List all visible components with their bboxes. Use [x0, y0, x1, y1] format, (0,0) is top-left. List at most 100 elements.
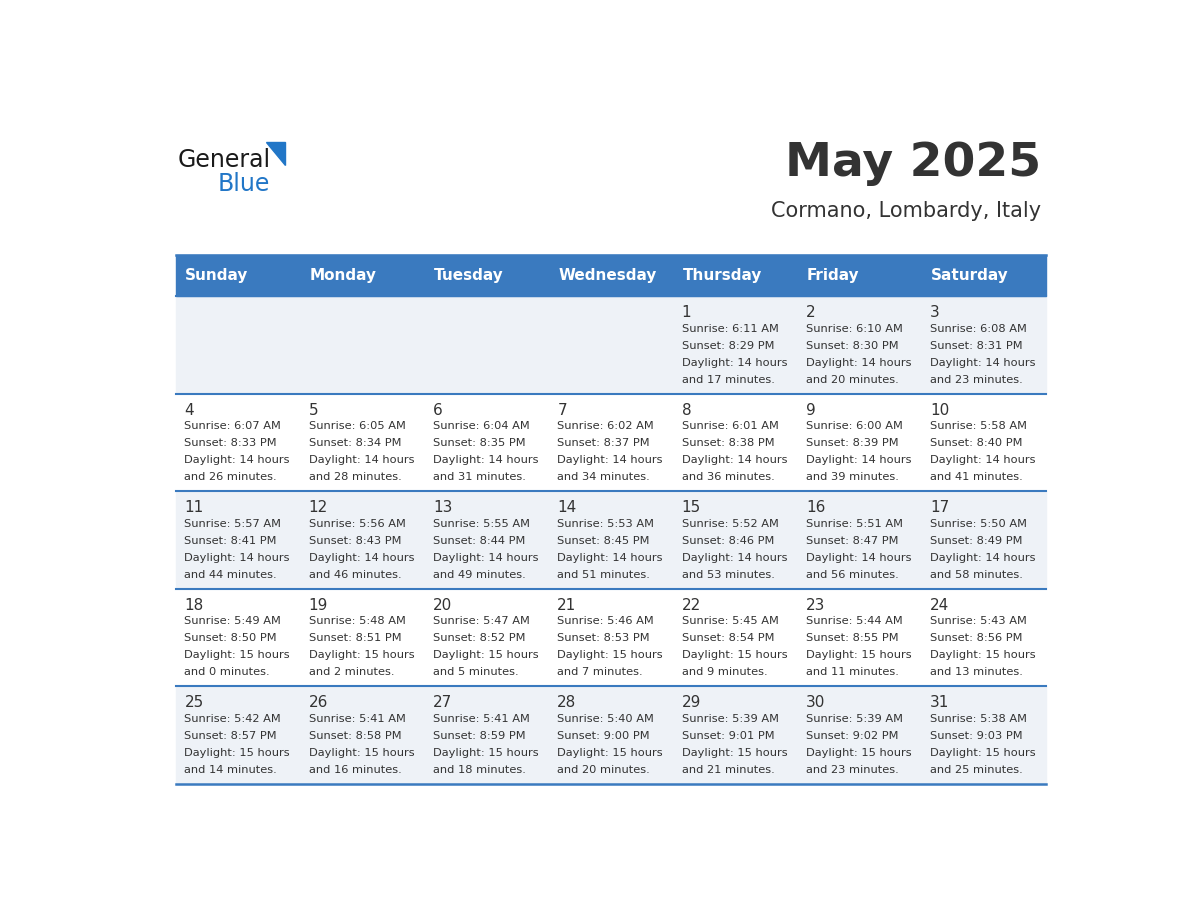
- Text: Daylight: 15 hours: Daylight: 15 hours: [805, 748, 911, 757]
- Text: Sunset: 8:52 PM: Sunset: 8:52 PM: [432, 633, 525, 644]
- Text: Sunrise: 6:05 AM: Sunrise: 6:05 AM: [309, 421, 405, 431]
- Text: Sunrise: 6:04 AM: Sunrise: 6:04 AM: [432, 421, 530, 431]
- Text: and 44 minutes.: and 44 minutes.: [184, 569, 277, 579]
- Text: Sunset: 8:37 PM: Sunset: 8:37 PM: [557, 438, 650, 448]
- Text: 5: 5: [309, 403, 318, 418]
- Text: and 46 minutes.: and 46 minutes.: [309, 569, 402, 579]
- Text: Sunrise: 5:39 AM: Sunrise: 5:39 AM: [682, 714, 778, 723]
- Text: and 9 minutes.: and 9 minutes.: [682, 667, 767, 677]
- Text: and 26 minutes.: and 26 minutes.: [184, 472, 277, 482]
- Text: and 34 minutes.: and 34 minutes.: [557, 472, 650, 482]
- Text: and 0 minutes.: and 0 minutes.: [184, 667, 270, 677]
- Bar: [176, 255, 1047, 297]
- Text: Sunrise: 5:57 AM: Sunrise: 5:57 AM: [184, 519, 282, 529]
- Text: Daylight: 15 hours: Daylight: 15 hours: [432, 650, 538, 660]
- Text: Daylight: 14 hours: Daylight: 14 hours: [805, 553, 911, 563]
- Text: Sunrise: 5:41 AM: Sunrise: 5:41 AM: [432, 714, 530, 723]
- Text: Daylight: 15 hours: Daylight: 15 hours: [557, 650, 663, 660]
- Text: Daylight: 15 hours: Daylight: 15 hours: [805, 650, 911, 660]
- Text: Sunset: 8:34 PM: Sunset: 8:34 PM: [309, 438, 402, 448]
- Text: Daylight: 15 hours: Daylight: 15 hours: [930, 650, 1036, 660]
- Text: Sunrise: 5:48 AM: Sunrise: 5:48 AM: [309, 616, 405, 626]
- Text: Sunrise: 6:10 AM: Sunrise: 6:10 AM: [805, 324, 903, 333]
- Polygon shape: [266, 142, 285, 165]
- Bar: [176, 687, 1047, 784]
- Text: and 58 minutes.: and 58 minutes.: [930, 569, 1023, 579]
- Text: 1: 1: [682, 306, 691, 320]
- Text: and 36 minutes.: and 36 minutes.: [682, 472, 775, 482]
- Text: 4: 4: [184, 403, 194, 418]
- Text: 21: 21: [557, 598, 576, 613]
- Text: 23: 23: [805, 598, 826, 613]
- Text: Sunset: 9:00 PM: Sunset: 9:00 PM: [557, 731, 650, 741]
- Text: Sunset: 8:57 PM: Sunset: 8:57 PM: [184, 731, 277, 741]
- Text: Sunrise: 5:45 AM: Sunrise: 5:45 AM: [682, 616, 778, 626]
- Text: Sunset: 8:56 PM: Sunset: 8:56 PM: [930, 633, 1023, 644]
- Text: Wednesday: Wednesday: [558, 268, 657, 283]
- Text: 17: 17: [930, 500, 949, 515]
- Text: Sunset: 8:58 PM: Sunset: 8:58 PM: [309, 731, 402, 741]
- Text: 25: 25: [184, 696, 203, 711]
- Text: Sunrise: 6:02 AM: Sunrise: 6:02 AM: [557, 421, 655, 431]
- Text: 6: 6: [432, 403, 443, 418]
- Text: Daylight: 14 hours: Daylight: 14 hours: [682, 553, 788, 563]
- Text: and 11 minutes.: and 11 minutes.: [805, 667, 899, 677]
- Text: Sunset: 8:53 PM: Sunset: 8:53 PM: [557, 633, 650, 644]
- Text: Sunset: 8:49 PM: Sunset: 8:49 PM: [930, 536, 1023, 545]
- Text: and 18 minutes.: and 18 minutes.: [432, 765, 526, 775]
- Text: Daylight: 14 hours: Daylight: 14 hours: [309, 455, 415, 465]
- Text: 14: 14: [557, 500, 576, 515]
- Text: Sunset: 9:02 PM: Sunset: 9:02 PM: [805, 731, 898, 741]
- Text: Saturday: Saturday: [931, 268, 1009, 283]
- Text: Sunrise: 5:38 AM: Sunrise: 5:38 AM: [930, 714, 1028, 723]
- Text: and 23 minutes.: and 23 minutes.: [930, 375, 1023, 385]
- Text: 27: 27: [432, 696, 453, 711]
- Text: Sunrise: 6:07 AM: Sunrise: 6:07 AM: [184, 421, 282, 431]
- Text: and 28 minutes.: and 28 minutes.: [309, 472, 402, 482]
- Text: Sunset: 8:38 PM: Sunset: 8:38 PM: [682, 438, 775, 448]
- Text: Daylight: 15 hours: Daylight: 15 hours: [682, 748, 788, 757]
- Text: Sunset: 8:43 PM: Sunset: 8:43 PM: [309, 536, 402, 545]
- Text: Sunrise: 5:58 AM: Sunrise: 5:58 AM: [930, 421, 1028, 431]
- Text: and 31 minutes.: and 31 minutes.: [432, 472, 526, 482]
- Text: and 13 minutes.: and 13 minutes.: [930, 667, 1023, 677]
- Text: Sunset: 8:54 PM: Sunset: 8:54 PM: [682, 633, 775, 644]
- Text: Daylight: 15 hours: Daylight: 15 hours: [432, 748, 538, 757]
- Text: Sunrise: 6:08 AM: Sunrise: 6:08 AM: [930, 324, 1028, 333]
- Text: 7: 7: [557, 403, 567, 418]
- Text: Sunday: Sunday: [185, 268, 248, 283]
- Text: Blue: Blue: [217, 173, 270, 196]
- Text: Daylight: 14 hours: Daylight: 14 hours: [930, 357, 1036, 367]
- Text: and 17 minutes.: and 17 minutes.: [682, 375, 775, 385]
- Text: and 56 minutes.: and 56 minutes.: [805, 569, 898, 579]
- Text: and 25 minutes.: and 25 minutes.: [930, 765, 1023, 775]
- Text: Sunset: 8:47 PM: Sunset: 8:47 PM: [805, 536, 898, 545]
- Bar: [176, 491, 1047, 588]
- Text: 26: 26: [309, 696, 328, 711]
- Text: Sunrise: 5:50 AM: Sunrise: 5:50 AM: [930, 519, 1028, 529]
- Text: Sunset: 8:46 PM: Sunset: 8:46 PM: [682, 536, 773, 545]
- Text: Daylight: 14 hours: Daylight: 14 hours: [184, 455, 290, 465]
- Text: 18: 18: [184, 598, 203, 613]
- Text: and 20 minutes.: and 20 minutes.: [805, 375, 898, 385]
- Text: and 2 minutes.: and 2 minutes.: [309, 667, 394, 677]
- Text: 30: 30: [805, 696, 826, 711]
- Text: Sunset: 8:33 PM: Sunset: 8:33 PM: [184, 438, 277, 448]
- Text: General: General: [178, 148, 271, 172]
- Text: Sunrise: 6:00 AM: Sunrise: 6:00 AM: [805, 421, 903, 431]
- Text: Sunrise: 5:52 AM: Sunrise: 5:52 AM: [682, 519, 778, 529]
- Text: 13: 13: [432, 500, 453, 515]
- Text: Sunrise: 5:56 AM: Sunrise: 5:56 AM: [309, 519, 405, 529]
- Text: 15: 15: [682, 500, 701, 515]
- Text: Thursday: Thursday: [682, 268, 762, 283]
- Text: and 23 minutes.: and 23 minutes.: [805, 765, 898, 775]
- Text: 10: 10: [930, 403, 949, 418]
- Text: 22: 22: [682, 598, 701, 613]
- Text: and 21 minutes.: and 21 minutes.: [682, 765, 775, 775]
- Text: and 20 minutes.: and 20 minutes.: [557, 765, 650, 775]
- Text: 16: 16: [805, 500, 826, 515]
- Text: Daylight: 14 hours: Daylight: 14 hours: [805, 455, 911, 465]
- Text: Sunset: 8:40 PM: Sunset: 8:40 PM: [930, 438, 1023, 448]
- Text: Daylight: 14 hours: Daylight: 14 hours: [930, 455, 1036, 465]
- Text: Sunset: 8:45 PM: Sunset: 8:45 PM: [557, 536, 650, 545]
